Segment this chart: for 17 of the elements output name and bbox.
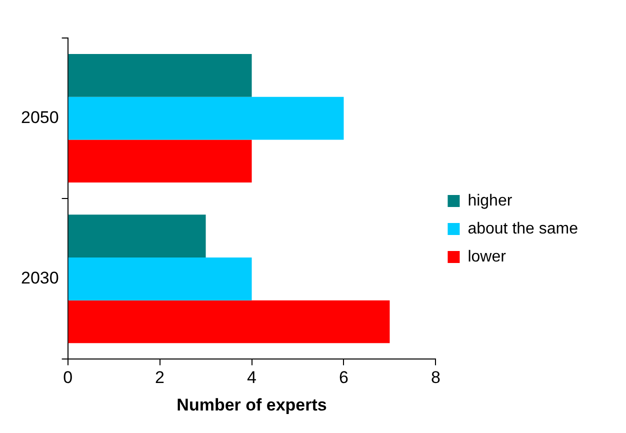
legend-label: higher [468,192,513,210]
x-tick-label: 6 [339,368,348,388]
x-tick-label: 8 [430,368,440,388]
y-tick-label: 2030 [20,268,59,288]
bar [68,140,252,183]
x-tick-label: 4 [247,368,256,388]
x-axis-title: Number of experts [176,395,327,414]
bar [68,96,344,140]
y-tick-label: 2050 [20,108,59,127]
x-tick-label: 2 [155,368,165,388]
bar [68,300,390,344]
legend-label: about the same [468,220,578,238]
bar [68,54,252,97]
legend-label: lower [468,248,507,266]
bar [68,257,252,300]
bar [68,214,206,258]
x-tick-label: 0 [63,368,73,388]
